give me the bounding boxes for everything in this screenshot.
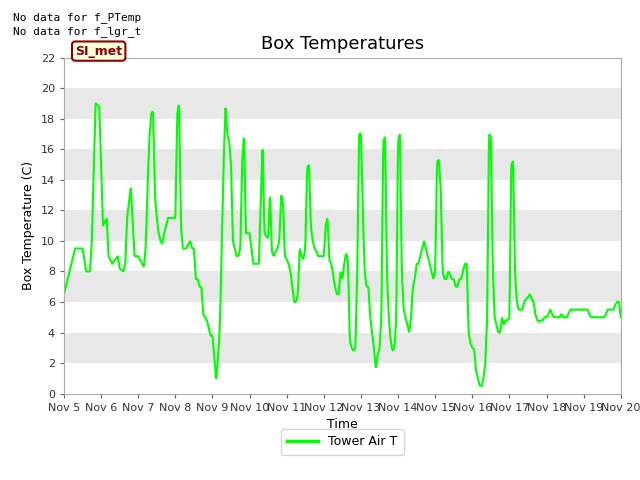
Text: No data for f_lgr_t: No data for f_lgr_t [13, 26, 141, 37]
Bar [64, 119, 621, 149]
Y-axis label: Box Temperature (C): Box Temperature (C) [22, 161, 35, 290]
X-axis label: Time: Time [327, 418, 358, 431]
Text: No data for f_PTemp: No data for f_PTemp [13, 12, 141, 23]
Bar [64, 241, 621, 271]
Text: SI_met: SI_met [75, 45, 122, 58]
Bar [64, 58, 621, 88]
Legend: Tower Air T: Tower Air T [281, 429, 404, 455]
Bar [64, 302, 621, 333]
Bar [64, 180, 621, 210]
Bar [64, 363, 621, 394]
Title: Box Temperatures: Box Temperatures [261, 35, 424, 53]
